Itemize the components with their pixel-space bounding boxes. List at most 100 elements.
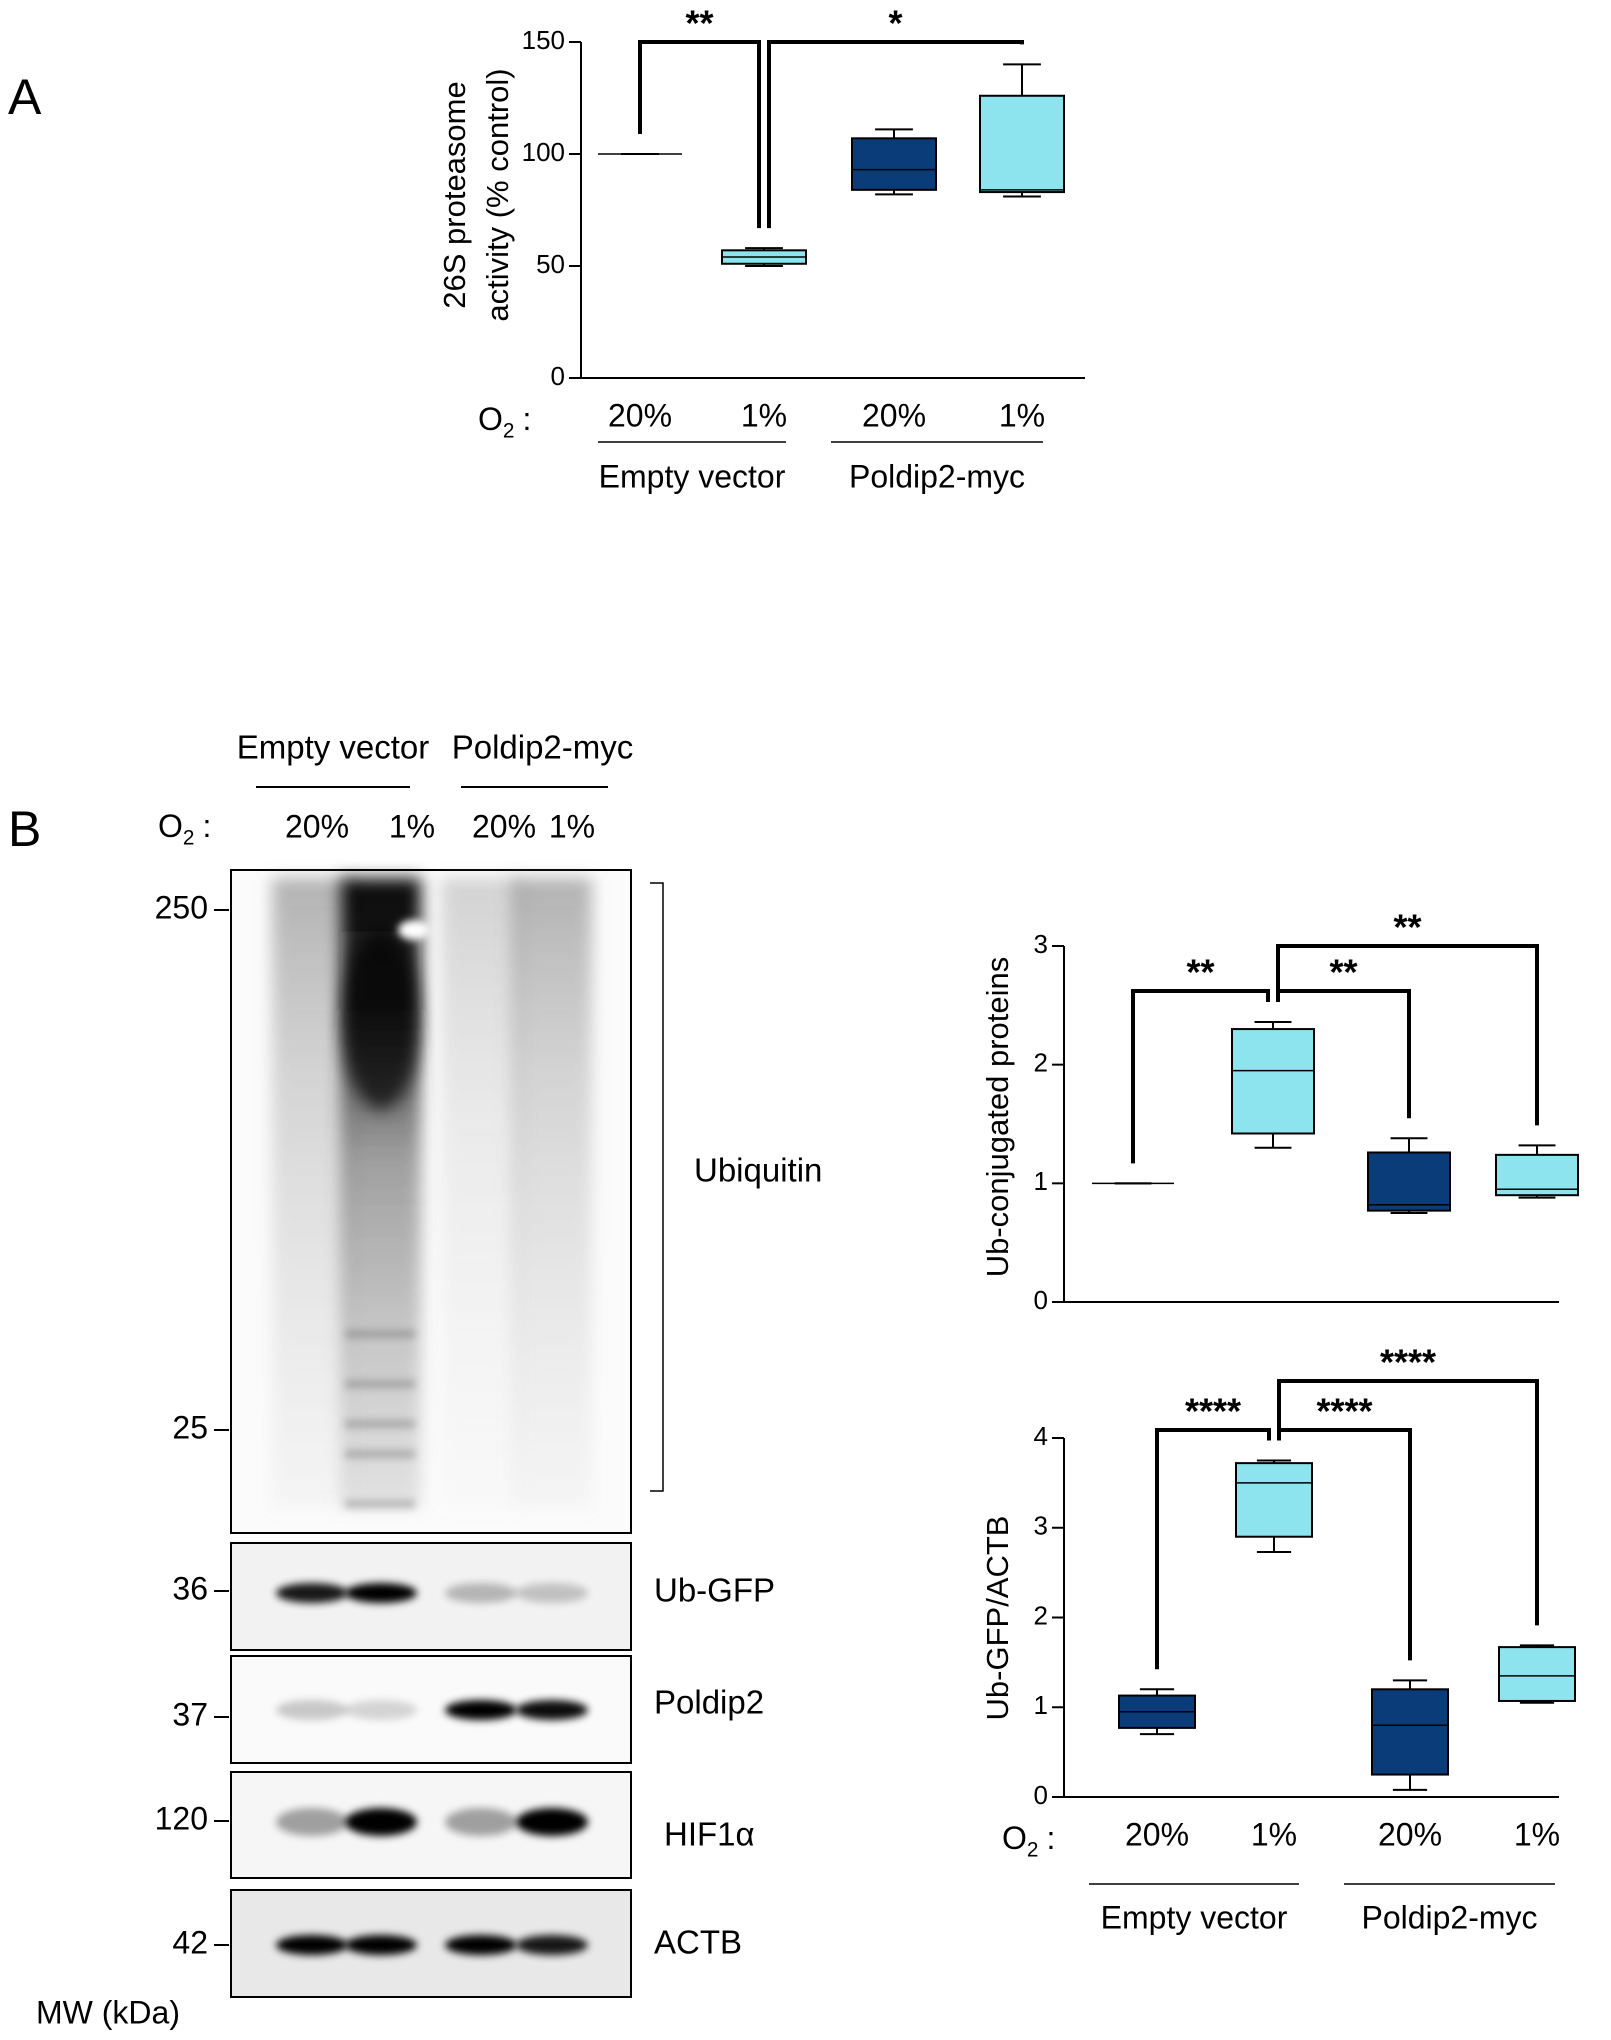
- ubiquitin-smear: [272, 878, 352, 1508]
- protein-label: ACTB: [654, 1924, 742, 1961]
- x-tick-label: 20%: [1378, 1816, 1442, 1852]
- protein-band: [516, 1700, 588, 1720]
- condition-suffix: :: [522, 401, 531, 437]
- y-tick-label: 0: [1034, 1780, 1048, 1810]
- panel-label: B: [8, 801, 41, 857]
- significance-label: *: [888, 3, 902, 44]
- condition-sub: 2: [503, 419, 515, 442]
- blot-group-label: Poldip2-myc: [452, 729, 634, 766]
- mw-marker: 42: [172, 1924, 208, 1960]
- x-tick-label: 1%: [1251, 1816, 1297, 1852]
- condition-label: O2:: [478, 401, 531, 442]
- significance-label: **: [1186, 952, 1214, 993]
- protein-band: [445, 1808, 517, 1836]
- y-tick-label: 3: [1034, 929, 1048, 959]
- group-label: Poldip2-myc: [849, 458, 1025, 494]
- y-tick-label: 0: [1034, 1285, 1048, 1315]
- box: [1235, 1462, 1313, 1538]
- ubiquitin-band: [345, 1420, 415, 1428]
- blot-spot: [398, 920, 430, 940]
- x-tick-label: 20%: [1125, 1816, 1189, 1852]
- box: [1231, 1028, 1315, 1135]
- x-tick-label: 20%: [608, 397, 672, 433]
- significance-label: **: [1329, 952, 1357, 993]
- protein-band: [445, 1700, 517, 1720]
- significance-label: ****: [1185, 1391, 1241, 1432]
- y-tick-label: 2: [1034, 1600, 1048, 1630]
- protein-band: [345, 1935, 417, 1955]
- condition-label: O2:: [158, 808, 211, 849]
- mw-marker: 25: [172, 1409, 208, 1445]
- mw-marker: 37: [172, 1696, 208, 1732]
- protein-label: Poldip2: [654, 1684, 764, 1721]
- condition-sub: 2: [183, 826, 195, 849]
- y-tick-label: 100: [522, 137, 565, 167]
- protein-band: [445, 1935, 517, 1955]
- protein-band: [276, 1583, 348, 1603]
- lane-label: 20%: [472, 808, 536, 844]
- condition-label: O2:: [1002, 1820, 1055, 1861]
- condition-sub: 2: [1027, 1838, 1039, 1861]
- condition-main: O: [1002, 1820, 1027, 1856]
- y-axis-label: Ub-conjugated proteins: [980, 957, 1015, 1278]
- x-tick-label: 1%: [741, 397, 787, 433]
- box: [979, 94, 1065, 194]
- ubiquitin-band: [345, 1500, 415, 1508]
- protein-label: Ubiquitin: [694, 1152, 822, 1189]
- significance-label: **: [685, 3, 713, 44]
- lane-label: 1%: [389, 808, 435, 844]
- box: [1371, 1688, 1449, 1776]
- protein-label: HIF1α: [664, 1816, 755, 1853]
- protein-band: [445, 1583, 517, 1603]
- protein-band: [516, 1935, 588, 1955]
- mw-marker: 36: [172, 1570, 208, 1606]
- protein-band: [345, 1583, 417, 1603]
- condition-main: O: [158, 808, 183, 844]
- box: [1367, 1151, 1451, 1212]
- significance-bracket: [1277, 1379, 1539, 1626]
- y-axis-label: Ub-GFP/ACTB: [980, 1516, 1015, 1721]
- ubiquitin-band: [345, 1330, 415, 1338]
- y-tick-label: 1: [1034, 1690, 1048, 1720]
- group-label: Poldip2-myc: [1361, 1899, 1537, 1935]
- y-tick-label: 4: [1034, 1421, 1048, 1451]
- mw-axis-label: MW (kDa): [36, 1994, 180, 2030]
- lane-label: 20%: [285, 808, 349, 844]
- significance-bracket: [638, 40, 761, 229]
- blot-group-label: Empty vector: [237, 729, 430, 766]
- protein-band: [516, 1583, 588, 1603]
- ubiquitin-band: [345, 1380, 415, 1388]
- x-tick-label: 20%: [862, 397, 926, 433]
- condition-main: O: [478, 401, 503, 437]
- protein-band: [345, 1808, 417, 1836]
- mw-marker: 120: [155, 1800, 208, 1836]
- ubiquitin-bracket: [650, 882, 664, 1492]
- box: [1498, 1646, 1576, 1702]
- significance-bracket: [1131, 989, 1270, 1164]
- condition-suffix: :: [202, 808, 211, 844]
- significance-label: ****: [1380, 1342, 1436, 1383]
- y-axis-label: 26S proteasome: [437, 81, 472, 308]
- y-tick-label: 1: [1034, 1166, 1048, 1196]
- ubiquitin-band: [345, 1450, 415, 1458]
- ubiquitin-smear: [512, 878, 592, 1508]
- blot-spot: [343, 930, 419, 1110]
- group-label: Empty vector: [1101, 1899, 1288, 1935]
- significance-bracket: [767, 40, 1024, 229]
- y-tick-label: 50: [536, 249, 565, 279]
- significance-label: ****: [1316, 1391, 1372, 1432]
- y-tick-label: 3: [1034, 1511, 1048, 1541]
- box: [851, 137, 937, 191]
- box: [1495, 1153, 1579, 1197]
- y-tick-label: 150: [522, 25, 565, 55]
- group-label: Empty vector: [599, 458, 786, 494]
- panel-label: A: [8, 69, 42, 125]
- ubiquitin-smear: [441, 878, 521, 1508]
- significance-label: **: [1393, 907, 1421, 948]
- protein-band: [276, 1808, 348, 1836]
- protein-band: [276, 1700, 348, 1720]
- protein-band: [516, 1808, 588, 1836]
- mw-marker: 250: [155, 889, 208, 925]
- significance-bracket: [1276, 944, 1539, 1126]
